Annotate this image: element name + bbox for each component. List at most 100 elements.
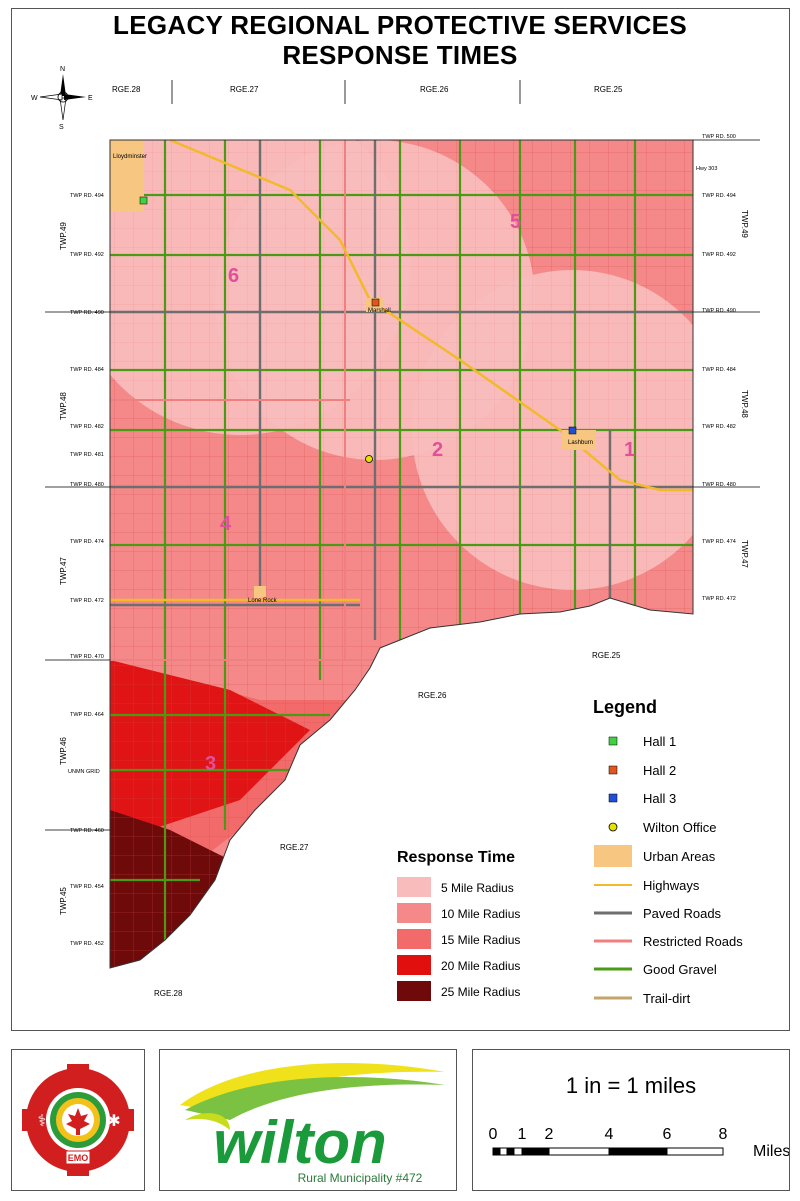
road-right-484: TWP RD. 484 xyxy=(702,367,736,373)
response-10mile-label: 10 Mile Radius xyxy=(441,907,520,921)
response-15mile-swatch xyxy=(397,929,431,949)
twp48-right: TWP.48 xyxy=(740,390,749,418)
road-left-470: TWP RD. 470 xyxy=(70,654,104,660)
urban-lloydminster xyxy=(110,140,144,212)
rge25-mid: RGE.25 xyxy=(592,651,621,660)
road-left-unmn: UNMN GRID xyxy=(68,769,100,775)
response-10mile-swatch xyxy=(397,903,431,923)
response-25mile-swatch xyxy=(397,981,431,1001)
response-title: Response Time xyxy=(397,849,515,866)
place-lloydminster: Lloydminster xyxy=(113,154,147,160)
legend-restricted-label: Restricted Roads xyxy=(643,934,743,949)
road-left-494: TWP RD. 494 xyxy=(70,193,104,199)
zone-number-4: 4 xyxy=(220,513,232,535)
compass-s: S xyxy=(59,124,64,131)
north-arrow: N S E W xyxy=(31,66,93,131)
place-lone-rock: Lone Rock xyxy=(248,598,278,604)
urban-lashburn xyxy=(562,430,596,450)
scale-tick-8: 8 xyxy=(719,1126,728,1143)
legend: Legend Hall 1 Hall 2 Hall 3 Wilton Offic… xyxy=(593,697,743,1006)
road-right-472: TWP RD. 472 xyxy=(702,596,736,602)
rm-boundary xyxy=(109,139,694,969)
rge28-bot: RGE.28 xyxy=(154,989,183,998)
rge28-top: RGE.28 xyxy=(112,85,141,94)
scale-text: 1 in = 1 miles xyxy=(566,1073,696,1098)
scale-tick-6: 6 xyxy=(663,1126,672,1143)
road-left-474: TWP RD. 474 xyxy=(70,539,104,545)
emo-logo: EMO ⚕ ✱ xyxy=(22,1064,134,1176)
legend-office-label: Wilton Office xyxy=(643,820,716,835)
road-left-454: TWP RD. 454 xyxy=(70,884,104,890)
twp49-right: TWP.49 xyxy=(740,210,749,238)
star-of-life-icon: ✱ xyxy=(107,1113,120,1130)
title-line2: RESPONSE TIMES xyxy=(282,40,518,70)
twp45-left: TWP.45 xyxy=(59,887,68,915)
road-right-492: TWP RD. 492 xyxy=(702,252,736,258)
response-25mile-label: 25 Mile Radius xyxy=(441,985,520,999)
wilton-logo-panel: wilton Rural Municipality #472 xyxy=(159,1049,457,1191)
compass-w: W xyxy=(31,95,38,102)
road-left-452: TWP RD. 452 xyxy=(70,941,104,947)
road-right-482: TWP RD. 482 xyxy=(702,424,736,430)
rge26-top: RGE.26 xyxy=(420,85,449,94)
emo-logo-panel: EMO ⚕ ✱ xyxy=(11,1049,145,1191)
legend-hall1-label: Hall 1 xyxy=(643,734,676,749)
response-time-legend: Response Time 5 Mile Radius 10 Mile Radi… xyxy=(397,849,520,1001)
legend-urban-swatch xyxy=(594,845,632,867)
urban-lone-rock xyxy=(254,586,266,598)
zone-number-2: 2 xyxy=(432,439,443,461)
caduceus-icon: ⚕ xyxy=(38,1113,47,1130)
hall-1-marker xyxy=(139,196,148,205)
hall-2-marker xyxy=(371,298,380,307)
place-marshall: Marshall xyxy=(368,308,391,314)
zone-number-5: 5 xyxy=(510,211,521,233)
map-title: LEGACY REGIONAL PROTECTIVE SERVICES RESP… xyxy=(0,10,800,70)
wilton-subtitle: Rural Municipality #472 xyxy=(298,1171,423,1185)
legend-gravel-label: Good Gravel xyxy=(643,962,717,977)
road-right-500: TWP RD. 500 xyxy=(702,134,736,140)
scale-unit: Miles xyxy=(753,1143,789,1160)
legend-hall2-label: Hall 2 xyxy=(643,763,676,778)
legend-hall3-label: Hall 3 xyxy=(643,791,676,806)
emo-text: EMO xyxy=(68,1153,89,1163)
legend-hall2-swatch xyxy=(608,765,618,775)
legend-office-swatch xyxy=(608,822,618,832)
legend-hall3-swatch xyxy=(608,793,618,803)
legend-paved-label: Paved Roads xyxy=(643,906,722,921)
zone-number-1: 1 xyxy=(624,439,635,461)
road-left-481: TWP RD. 481 xyxy=(70,452,104,458)
scale-panel: 1 in = 1 miles 0 1 2 4 6 8 Miles xyxy=(472,1049,790,1191)
road-right-480: TWP RD. 480 xyxy=(702,482,736,488)
wilton-office-marker xyxy=(365,455,373,463)
legend-urban-label: Urban Areas xyxy=(643,849,716,864)
road-right-494: TWP RD. 494 xyxy=(702,193,736,199)
twp49-left: TWP.49 xyxy=(59,222,68,250)
road-left-480: TWP RD. 480 xyxy=(70,482,104,488)
rge27-bot: RGE.27 xyxy=(280,843,309,852)
response-5mile-swatch xyxy=(397,877,431,897)
wilton-wordmark: wilton xyxy=(213,1109,386,1176)
road-left-490: TWP RD. 490 xyxy=(70,310,104,316)
legend-highway-label: Highways xyxy=(643,878,700,893)
title-line1: LEGACY REGIONAL PROTECTIVE SERVICES xyxy=(113,10,687,40)
road-right-474: TWP RD. 474 xyxy=(702,539,736,545)
compass-e: E xyxy=(88,95,93,102)
road-left-464: TWP RD. 464 xyxy=(70,712,104,718)
road-left-460: TWP RD. 460 xyxy=(70,828,104,834)
twp48-left: TWP.48 xyxy=(59,392,68,420)
twp46-left: TWP.46 xyxy=(59,737,68,765)
zone-number-3: 3 xyxy=(205,753,216,775)
road-left-472: TWP RD. 472 xyxy=(70,598,104,604)
rge25-top: RGE.25 xyxy=(594,85,623,94)
response-20mile-label: 20 Mile Radius xyxy=(441,959,520,973)
place-lashburn: Lashburn xyxy=(568,440,593,446)
response-5mile-label: 5 Mile Radius xyxy=(441,881,514,895)
rge26-mid: RGE.26 xyxy=(418,691,447,700)
road-left-484: TWP RD. 484 xyxy=(70,367,104,373)
wilton-logo: wilton Rural Municipality #472 xyxy=(180,1062,445,1185)
rge27-top: RGE.27 xyxy=(230,85,259,94)
legend-hall1-swatch xyxy=(608,736,618,746)
hall-3-marker xyxy=(568,426,577,435)
scale-tick-2: 2 xyxy=(545,1126,554,1143)
